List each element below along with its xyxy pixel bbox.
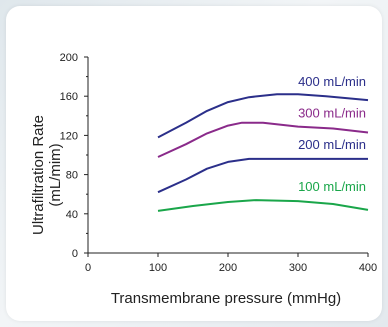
y-tick-label: 200 [60,52,78,64]
series-line [157,93,369,139]
series-line [157,157,368,194]
series-line [157,199,369,212]
x-tick-label: 0 [85,262,91,274]
series-label: 400 mL/min [298,74,366,89]
y-tick-label: 40 [66,209,78,221]
chart-card [6,6,382,321]
x-axis-label: Transmembrane pressure (mmHg) [111,290,341,307]
y-tick-label: 80 [66,170,78,182]
y-axis-label: Ultrafiltration Rate [30,115,47,235]
x-tick-label: 100 [149,262,167,274]
axes: 0 40 80 120 160 200 0 100 200 300 400 [60,52,378,274]
y-tick-label: 160 [60,91,78,103]
series-line [157,121,369,158]
series-lines: 400 mL/min 300 mL/min 200 mL/min 100 mL/min [157,74,369,212]
y-tick-label: 120 [60,130,78,142]
series-label: 200 mL/min [298,137,366,152]
y-axis-unit: (mL/mim) [47,143,64,206]
x-tick-label: 200 [219,262,237,274]
y-tick-label: 0 [72,248,78,260]
x-tick-label: 300 [289,262,307,274]
series-label: 300 mL/min [298,106,366,121]
series-label: 100 mL/min [298,179,366,194]
x-tick-label: 400 [359,262,377,274]
